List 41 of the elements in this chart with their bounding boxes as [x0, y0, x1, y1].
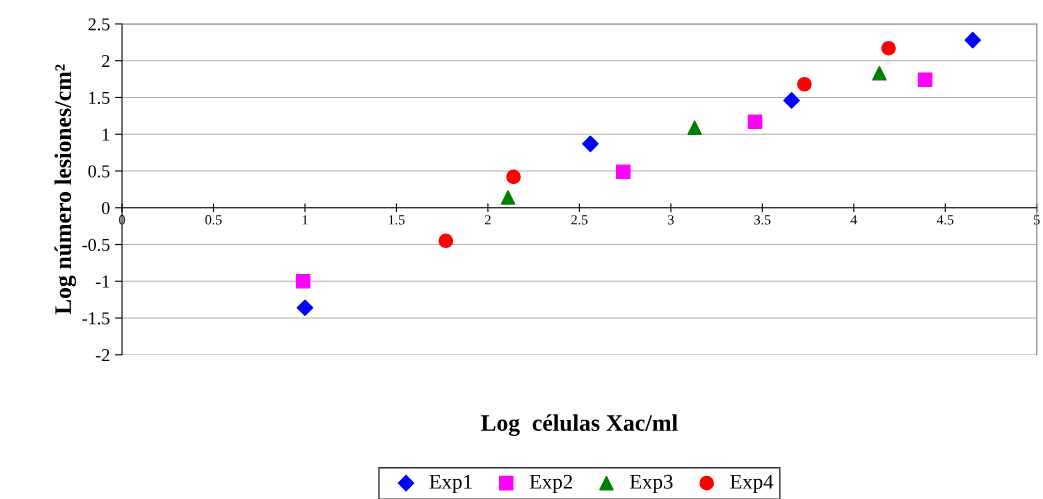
point [296, 299, 314, 317]
x-tick-label: 4.5 [936, 215, 954, 225]
x-tick-label: 2 [485, 215, 491, 225]
x-tick-label: 3.5 [754, 215, 771, 225]
y-tick-label: 2 [101, 55, 110, 67]
y-axis-title: Log número lesiones/cm² [54, 64, 77, 315]
point [797, 76, 812, 92]
x-tick-label: 5 [1034, 215, 1040, 225]
y-tick-label: 1 [102, 128, 110, 141]
legend-label: Exp3 [629, 474, 673, 494]
point [881, 40, 896, 56]
x-tick-label: 4 [850, 215, 858, 225]
point [747, 114, 763, 130]
legend-label: Exp4 [730, 474, 774, 494]
x-tick-label: 0.5 [205, 215, 222, 225]
y-tick-label: 0 [101, 202, 110, 215]
point [783, 92, 800, 109]
point [616, 164, 631, 180]
point [917, 72, 933, 88]
point [295, 273, 311, 289]
point [438, 233, 454, 249]
x-tick-label: 1.5 [388, 215, 405, 225]
x-tick-label: 1 [302, 215, 308, 225]
point [500, 190, 516, 205]
legend-label: Exp1 [429, 474, 472, 494]
legend-label: Exp2 [529, 474, 572, 494]
y-tick-label: 1.5 [89, 91, 110, 104]
y-tick-label: -1.5 [82, 312, 110, 325]
y-tick-label: -2 [95, 349, 110, 362]
y-tick-label: 0.5 [88, 165, 110, 178]
x-axis-title: Log células Xac/ml [481, 414, 678, 436]
point [964, 31, 982, 49]
y-tick-label: 2.5 [88, 18, 110, 31]
point [687, 120, 702, 135]
x-tick-label: 3 [668, 215, 674, 225]
point [872, 65, 887, 81]
x-tick-label: 2.5 [571, 215, 588, 225]
y-tick-label: -1 [95, 275, 110, 288]
point [506, 169, 521, 185]
y-tick-label: -0.5 [82, 238, 110, 252]
point [582, 135, 599, 153]
